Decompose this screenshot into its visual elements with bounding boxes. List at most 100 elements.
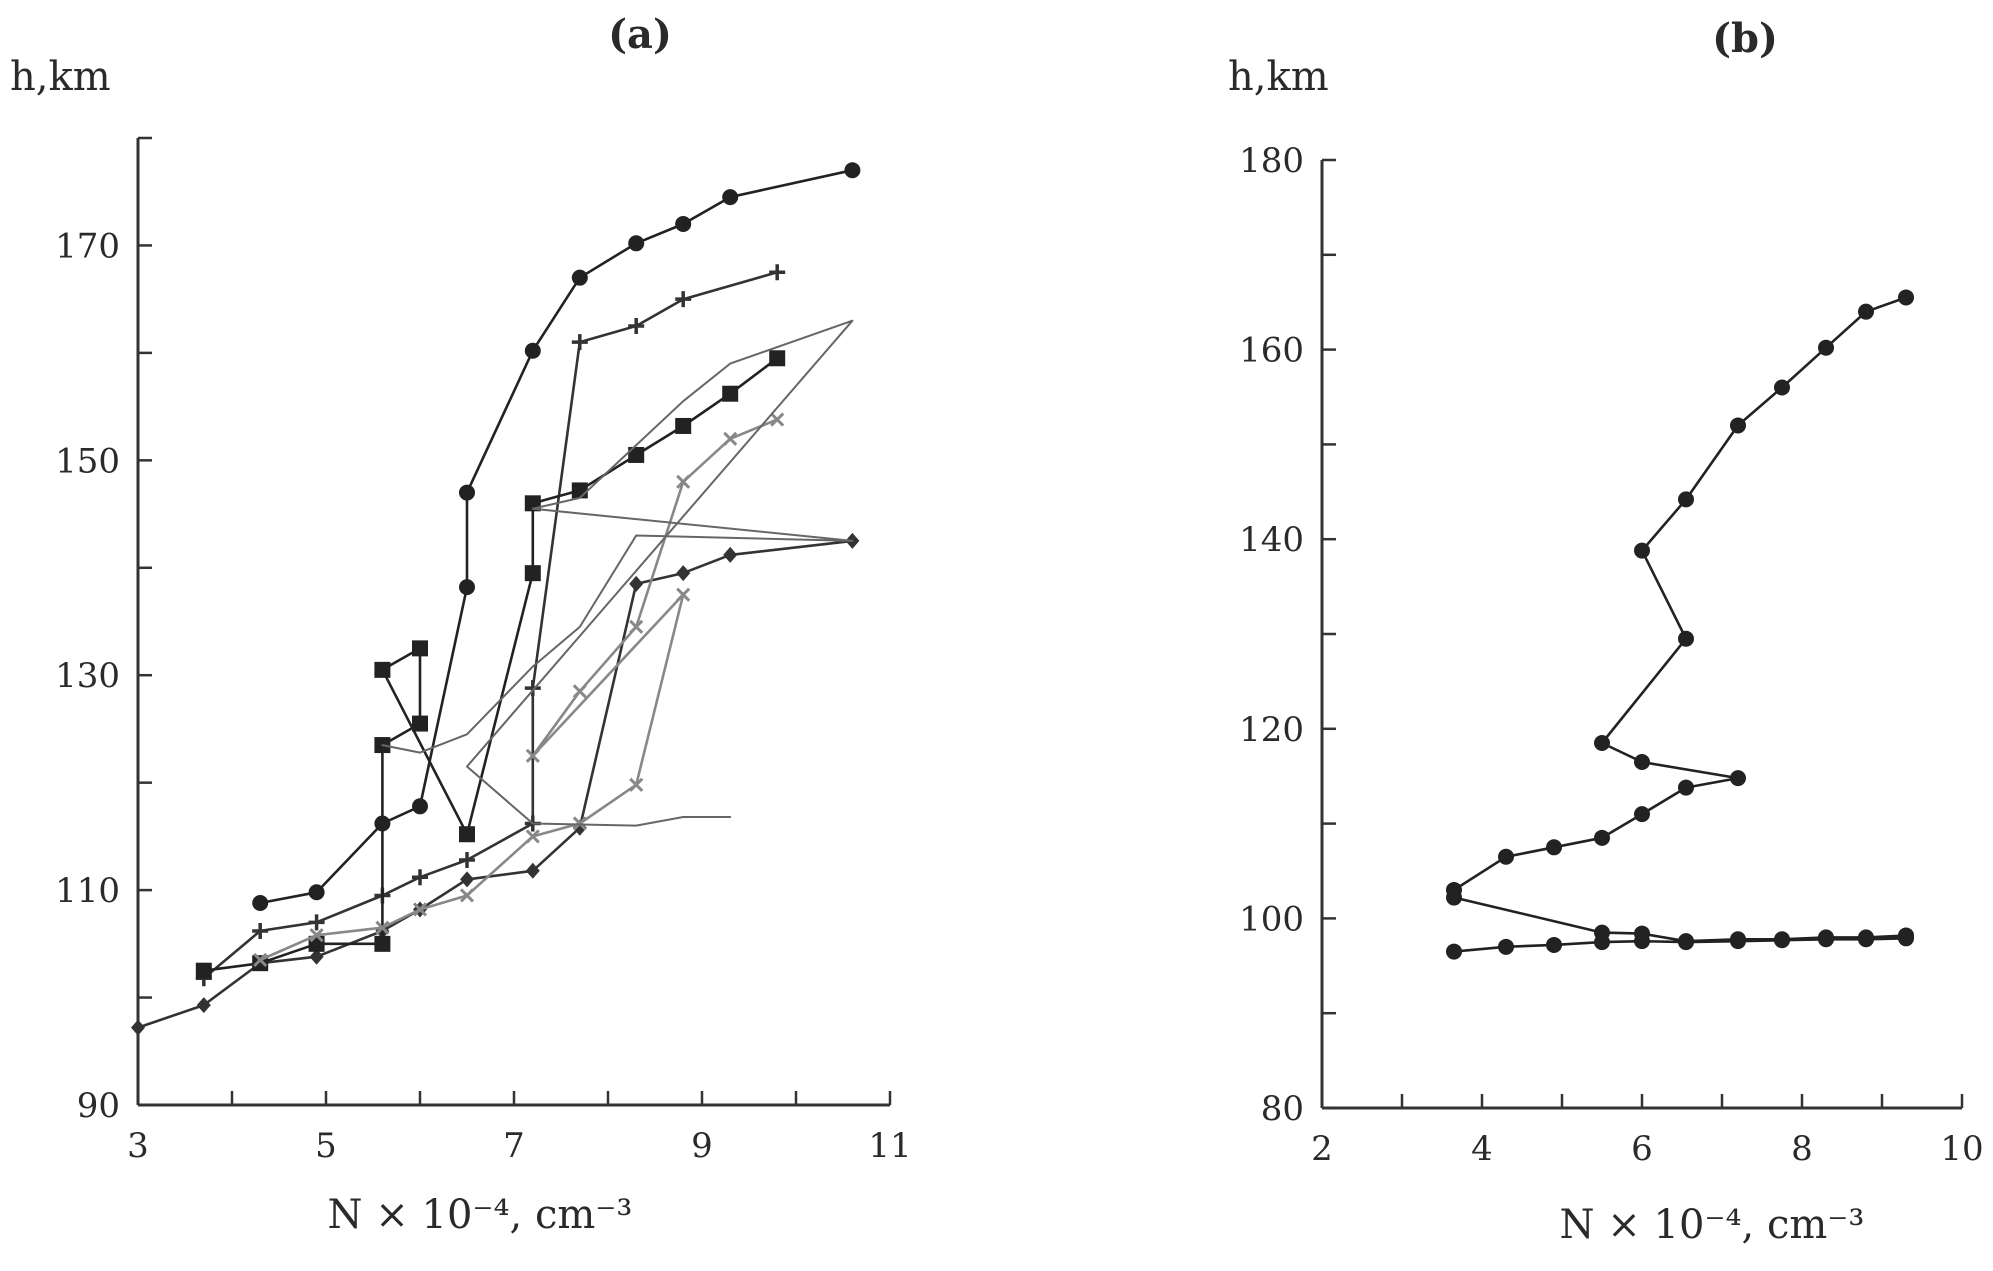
panel-b-title: (b)	[1712, 15, 1778, 62]
panel-b-x-tick-label: 2	[1311, 1129, 1333, 1169]
panel-a-x-tick-label: 11	[868, 1126, 911, 1166]
panel-a-x-marks-point	[525, 748, 540, 763]
panel-a-diamonds-point	[131, 1019, 145, 1036]
panel-a-y-tick-label: 150	[55, 441, 120, 481]
panel-a-squares-point	[412, 715, 428, 732]
panel-b-x-tick-label: 4	[1471, 1129, 1493, 1169]
panel-b-profile-point	[1446, 943, 1462, 960]
panel-a-diamonds-point	[676, 565, 691, 582]
panel-a-circles-point	[844, 162, 861, 179]
panel-a-diamonds-point	[525, 862, 540, 879]
panel-b-profile-point	[1546, 839, 1562, 856]
panel-b-y-tick-label: 120	[1239, 710, 1304, 750]
panel-a-x-marks-point	[676, 587, 691, 602]
panel-b-profile-point	[1730, 770, 1746, 787]
panel-b-profile-point	[1678, 630, 1694, 647]
panel-a-x-marks-point	[770, 412, 785, 427]
panel-b-y-tick-label: 140	[1239, 520, 1304, 560]
panel-a-series-thin-connectors-line	[381, 319, 854, 827]
panel-a-x-tick-label: 7	[503, 1126, 525, 1166]
panel-b-ticks: 2 4 6 8 10 80 100 120 140 160 180	[1239, 141, 1984, 1169]
panel-b-profile-point	[1446, 881, 1462, 898]
panel-a-circles-point	[459, 579, 475, 596]
panel-b-y-tick-label: 180	[1239, 141, 1304, 181]
panel-b-series-profile-line	[1452, 296, 1908, 953]
panel-b-profile-point	[1858, 303, 1874, 320]
panel-b-profile-point	[1634, 753, 1650, 770]
panel-a-squares-point	[571, 482, 588, 499]
panel-a-circles-point	[722, 189, 739, 206]
panel-a-diamonds-point	[629, 575, 644, 592]
panel-a-x-marks-point	[253, 952, 268, 968]
panel-b-profile-point	[1594, 735, 1610, 752]
panel-a-series	[131, 162, 861, 1036]
panel-b-profile-point	[1774, 379, 1790, 396]
panel-b-profile-point	[1594, 924, 1610, 941]
panel-b: (b) h,km N × 10⁻⁴, cm⁻³ 2 4 6 8 10 80 100 120 14…	[1228, 15, 1984, 1248]
panel-b-profile-point	[1678, 779, 1694, 796]
panel-b-x-tick-label: 6	[1631, 1129, 1653, 1169]
panel-b-profile-point	[1898, 289, 1914, 306]
panel-a-ticks: 3 5 7 9 11 90 110 130 150 170	[55, 136, 912, 1166]
panel-a-squares-point	[374, 661, 391, 678]
panel-b-profile-point	[1730, 417, 1746, 434]
panel-a-squares-point	[769, 350, 786, 367]
panel-a-crosses-point	[412, 869, 428, 886]
panel-a-x-marks-point	[309, 928, 324, 943]
panel-a-y-tick-label: 110	[55, 871, 120, 911]
panel-b-profile-point	[1678, 933, 1694, 950]
panel-b-profile-point	[1858, 929, 1874, 946]
panel-a-circles-point	[459, 484, 475, 501]
panel-a-circles-point	[571, 269, 588, 286]
panel-a-crosses-point	[571, 334, 588, 351]
panel-a-crosses-point	[459, 852, 475, 869]
panel-a-x-marks-point	[676, 474, 691, 489]
panel-a-y-tick-label: 170	[55, 226, 120, 266]
panel-a-y-tick-label: 90	[77, 1086, 120, 1126]
panel-a-x-marks-point	[459, 888, 475, 903]
panel-a-crosses-point	[769, 264, 786, 281]
panel-b-profile-point	[1634, 925, 1650, 942]
panel-a: (a) h,km N × 10⁻⁴, cm⁻³ 3 5 7 9 11 90 110 130 15…	[10, 11, 912, 1238]
panel-a-x-marks-point	[525, 829, 540, 844]
panel-a-series-circles-line	[258, 168, 854, 905]
panel-b-axes	[1320, 160, 1962, 1110]
panel-b-profile-point	[1546, 936, 1562, 953]
panel-a-squares-point	[628, 446, 645, 463]
panel-a-x-marks-point	[629, 619, 644, 634]
panel-a-x-marks-point	[375, 920, 390, 935]
panel-a-squares-point	[374, 935, 391, 952]
panel-b-series	[1446, 289, 1914, 960]
panel-a-crosses-point	[628, 318, 645, 335]
panel-a-title: (a)	[608, 11, 672, 58]
panel-a-diamonds-point	[723, 546, 738, 563]
panel-b-y-tick-label: 80	[1261, 1089, 1304, 1129]
panel-a-axes	[136, 138, 890, 1107]
panel-a-diamonds-point	[460, 871, 474, 888]
panel-b-profile-point	[1498, 848, 1514, 865]
panel-a-x-tick-label: 3	[127, 1126, 149, 1166]
panel-a-x-marks-point	[572, 684, 587, 699]
panel-b-x-tick-label: 8	[1791, 1129, 1813, 1169]
panel-b-profile-point	[1730, 931, 1746, 948]
panel-b-y-tick-label: 100	[1239, 899, 1304, 939]
panel-b-profile-point	[1818, 339, 1834, 356]
panel-a-circles-point	[524, 342, 541, 359]
panel-b-profile-point	[1678, 491, 1694, 508]
panel-a-crosses-point	[252, 922, 269, 939]
panel-a-series-squares-line	[202, 356, 779, 973]
panel-a-crosses-point	[524, 680, 541, 697]
panel-a-series-x-marks-line	[258, 418, 779, 962]
panel-a-series-diamonds-line	[136, 539, 854, 1029]
panel-a-squares-point	[722, 385, 739, 402]
panel-a-diamonds-point	[309, 948, 324, 965]
panel-b-profile-point	[1774, 931, 1790, 948]
panel-a-squares-point	[195, 962, 212, 979]
panel-b-x-tick-label: 10	[1940, 1129, 1983, 1169]
panel-a-x-marks-point	[629, 777, 644, 792]
panel-b-profile-point	[1818, 929, 1834, 946]
panel-a-x-tick-label: 9	[691, 1126, 713, 1166]
panel-a-squares-point	[524, 565, 541, 582]
panel-b-ylabel: h,km	[1228, 54, 1329, 100]
